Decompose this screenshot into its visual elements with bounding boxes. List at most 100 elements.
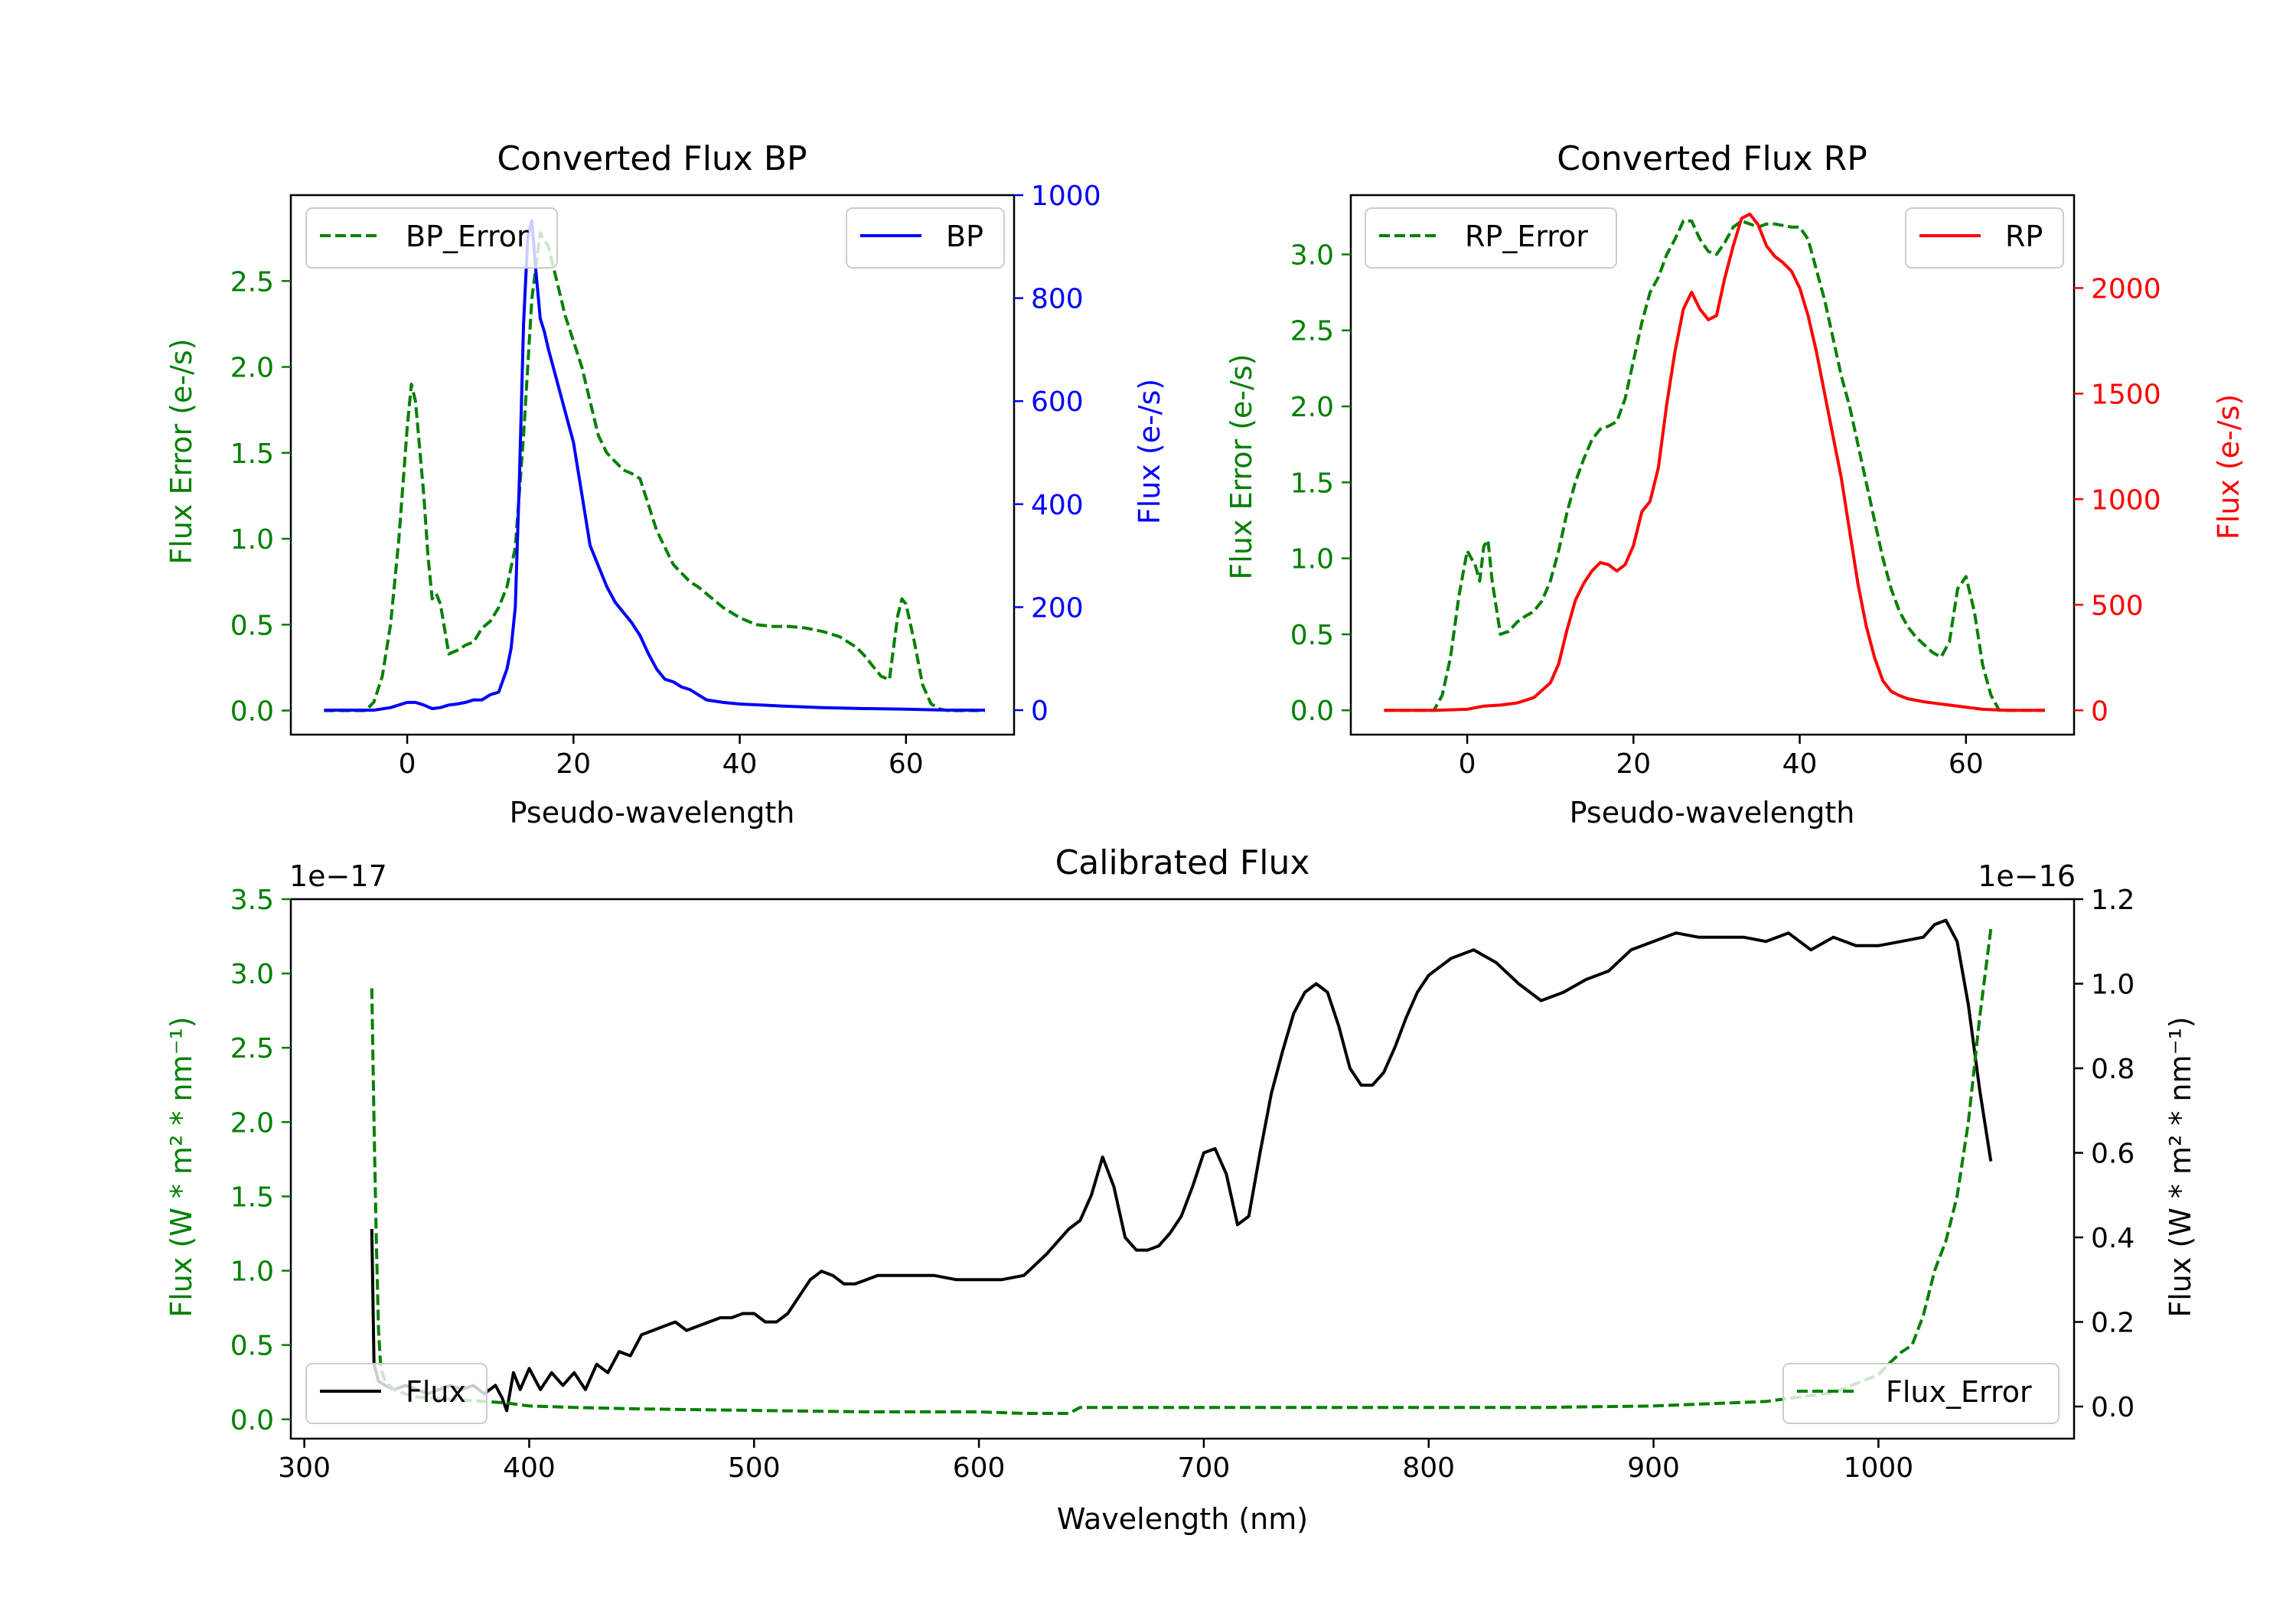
cal-xlabel: Wavelength (nm)	[1057, 1502, 1308, 1536]
cal-ytick-left-label: 0.0	[230, 1405, 274, 1436]
cal-legend-flux: Flux	[305, 1363, 488, 1424]
bp-ytick-right-label: 0	[1031, 696, 1049, 727]
cal-xtick-label: 1000	[1844, 1452, 1914, 1484]
cal-ylabel-right: Flux (W * m² * nm⁻¹)	[2164, 1016, 2197, 1317]
rp-ytick-left-label: 2.5	[1290, 316, 1334, 347]
cal-ytick-right-label: 1.0	[2091, 970, 2135, 1001]
cal-axes: 300 400 500 600 700 800 900 1000 0.0 0.5 1.0 1.5 2.0…	[230, 885, 2135, 1484]
bp-ytick-left-label: 0.5	[230, 610, 274, 641]
bp-axes: 0 20 40 60 0.0 0.5 1.0 1.5 2.0 2.5 0 200 400 600 800 10…	[230, 181, 1101, 780]
rp-legend-flux: RP	[1905, 207, 2064, 269]
panel-calibrated: Calibrated Flux Wavelength (nm) 1e−17 1e…	[165, 843, 2197, 1536]
rp-xtick-label: 40	[1782, 748, 1818, 780]
cal-legend-error: Flux_Error	[1782, 1363, 2060, 1424]
cal-legend-flux-box	[305, 1363, 488, 1424]
rp-ylabel-right: Flux (e-/s)	[2212, 394, 2245, 539]
bp-ylabel-right: Flux (e-/s)	[1133, 379, 1166, 524]
bp-xlabel: Pseudo-wavelength	[510, 796, 795, 830]
rp-ytick-left-label: 0.5	[1290, 620, 1334, 651]
bp-plot-frame	[289, 194, 1016, 736]
cal-legend-error-label: Flux_Error	[1886, 1375, 2032, 1409]
bp-ytick-left-label: 0.0	[230, 696, 274, 728]
rp-legend-flux-label: RP	[2005, 220, 2043, 253]
rp-title: Converted Flux RP	[1557, 139, 1867, 178]
bp-ytick-right-label: 1000	[1031, 181, 1101, 212]
rp-xlabel: Pseudo-wavelength	[1570, 796, 1855, 830]
bp-legend-flux-label: BP	[946, 220, 983, 253]
rp-series	[1384, 212, 2045, 712]
cal-offset-right: 1e−16	[1978, 859, 2076, 893]
cal-ytick-left-label: 1.0	[230, 1257, 274, 1288]
bp-legend-flux-box	[846, 207, 1005, 269]
cal-title: Calibrated Flux	[1055, 843, 1310, 882]
rp-ylabel-left: Flux Error (e-/s)	[1225, 354, 1258, 579]
cal-ytick-left-label: 1.5	[230, 1182, 274, 1213]
bp-ytick-left-label: 1.0	[230, 524, 274, 556]
bp-ytick-right-label: 200	[1031, 592, 1084, 624]
rp-series-rp-error-line	[1384, 219, 2045, 712]
bp-ytick-right-label: 600	[1031, 386, 1084, 418]
rp-legend-flux-box	[1905, 207, 2064, 269]
cal-ylabel-left: Flux (W * m² * nm⁻¹)	[165, 1016, 198, 1317]
cal-ytick-left-label: 0.5	[230, 1331, 274, 1362]
rp-series-rp-line	[1384, 212, 2045, 712]
rp-legend-error: RP_Error	[1365, 207, 1617, 269]
cal-plot-frame	[289, 898, 2076, 1440]
cal-xtick-label: 500	[728, 1452, 781, 1484]
rp-ytick-right-label: 2000	[2091, 273, 2161, 305]
rp-legend-error-box	[1365, 207, 1617, 269]
bp-ylabel-left: Flux Error (e-/s)	[165, 338, 198, 564]
bp-title: Converted Flux BP	[497, 139, 807, 178]
bp-xtick-label: 60	[889, 748, 924, 780]
bp-ytick-left-label: 2.0	[230, 353, 274, 384]
rp-legend-error-label: RP_Error	[1465, 220, 1588, 253]
cal-xtick-label: 800	[1402, 1452, 1455, 1484]
cal-ytick-right-label: 0.0	[2091, 1392, 2135, 1423]
bp-ytick-left-label: 1.5	[230, 438, 274, 470]
cal-ytick-right-label: 0.4	[2091, 1223, 2135, 1254]
cal-xtick-label: 900	[1627, 1452, 1680, 1484]
cal-series-flux-line	[370, 918, 1993, 1413]
rp-xtick-label: 0	[1459, 748, 1476, 780]
cal-xtick-label: 700	[1178, 1452, 1231, 1484]
rp-ytick-right-label: 1500	[2091, 379, 2161, 410]
rp-ytick-left-label: 1.0	[1290, 544, 1334, 575]
bp-ytick-left-label: 2.5	[230, 266, 274, 298]
bp-legend-error: BP_Error	[305, 207, 558, 269]
cal-xtick-label: 300	[278, 1452, 331, 1484]
rp-xtick-label: 20	[1616, 748, 1651, 780]
rp-axes: 0 20 40 60 0.0 0.5 1.0 1.5 2.0 2.5 3.0 0 500 1000 1500…	[1290, 194, 2161, 780]
panel-bp: Converted Flux BP Pseudo-wavelength Flux…	[165, 139, 1166, 830]
bp-legend-error-label: BP_Error	[406, 220, 529, 253]
rp-ytick-left-label: 2.0	[1290, 392, 1334, 423]
bp-ytick-right-label: 800	[1031, 284, 1084, 315]
cal-offset-left: 1e−17	[289, 859, 387, 893]
cal-legend-flux-label: Flux	[406, 1375, 466, 1409]
rp-xtick-label: 60	[1949, 748, 1984, 780]
rp-plot-frame	[1349, 194, 2076, 736]
cal-xtick-label: 400	[503, 1452, 556, 1484]
cal-legend-error-box	[1782, 1363, 2060, 1424]
bp-ytick-right-label: 400	[1031, 490, 1084, 521]
cal-ytick-right-label: 0.6	[2091, 1139, 2135, 1170]
rp-ytick-left-label: 0.0	[1290, 696, 1334, 727]
cal-xtick-label: 600	[953, 1452, 1006, 1484]
bp-legend-error-box	[305, 207, 558, 269]
cal-ytick-left-label: 3.5	[230, 885, 274, 916]
bp-legend-flux: BP	[846, 207, 1005, 269]
cal-ytick-left-label: 2.0	[230, 1107, 274, 1139]
panel-rp: Converted Flux RP Pseudo-wavelength Flux…	[1225, 139, 2245, 830]
cal-ytick-right-label: 0.8	[2091, 1054, 2135, 1085]
cal-ytick-left-label: 2.5	[230, 1033, 274, 1064]
cal-ytick-left-label: 3.0	[230, 959, 274, 990]
bp-series-bp-error-line	[324, 231, 985, 712]
rp-ytick-right-label: 1000	[2091, 484, 2161, 516]
cal-ytick-right-label: 0.2	[2091, 1308, 2135, 1339]
bp-xtick-label: 40	[722, 748, 758, 780]
bp-xtick-label: 0	[399, 748, 416, 780]
rp-ytick-left-label: 1.5	[1290, 468, 1334, 499]
rp-ytick-right-label: 500	[2091, 590, 2144, 621]
bp-series-bp-line	[324, 219, 985, 712]
cal-ytick-right-label: 1.2	[2091, 885, 2135, 916]
